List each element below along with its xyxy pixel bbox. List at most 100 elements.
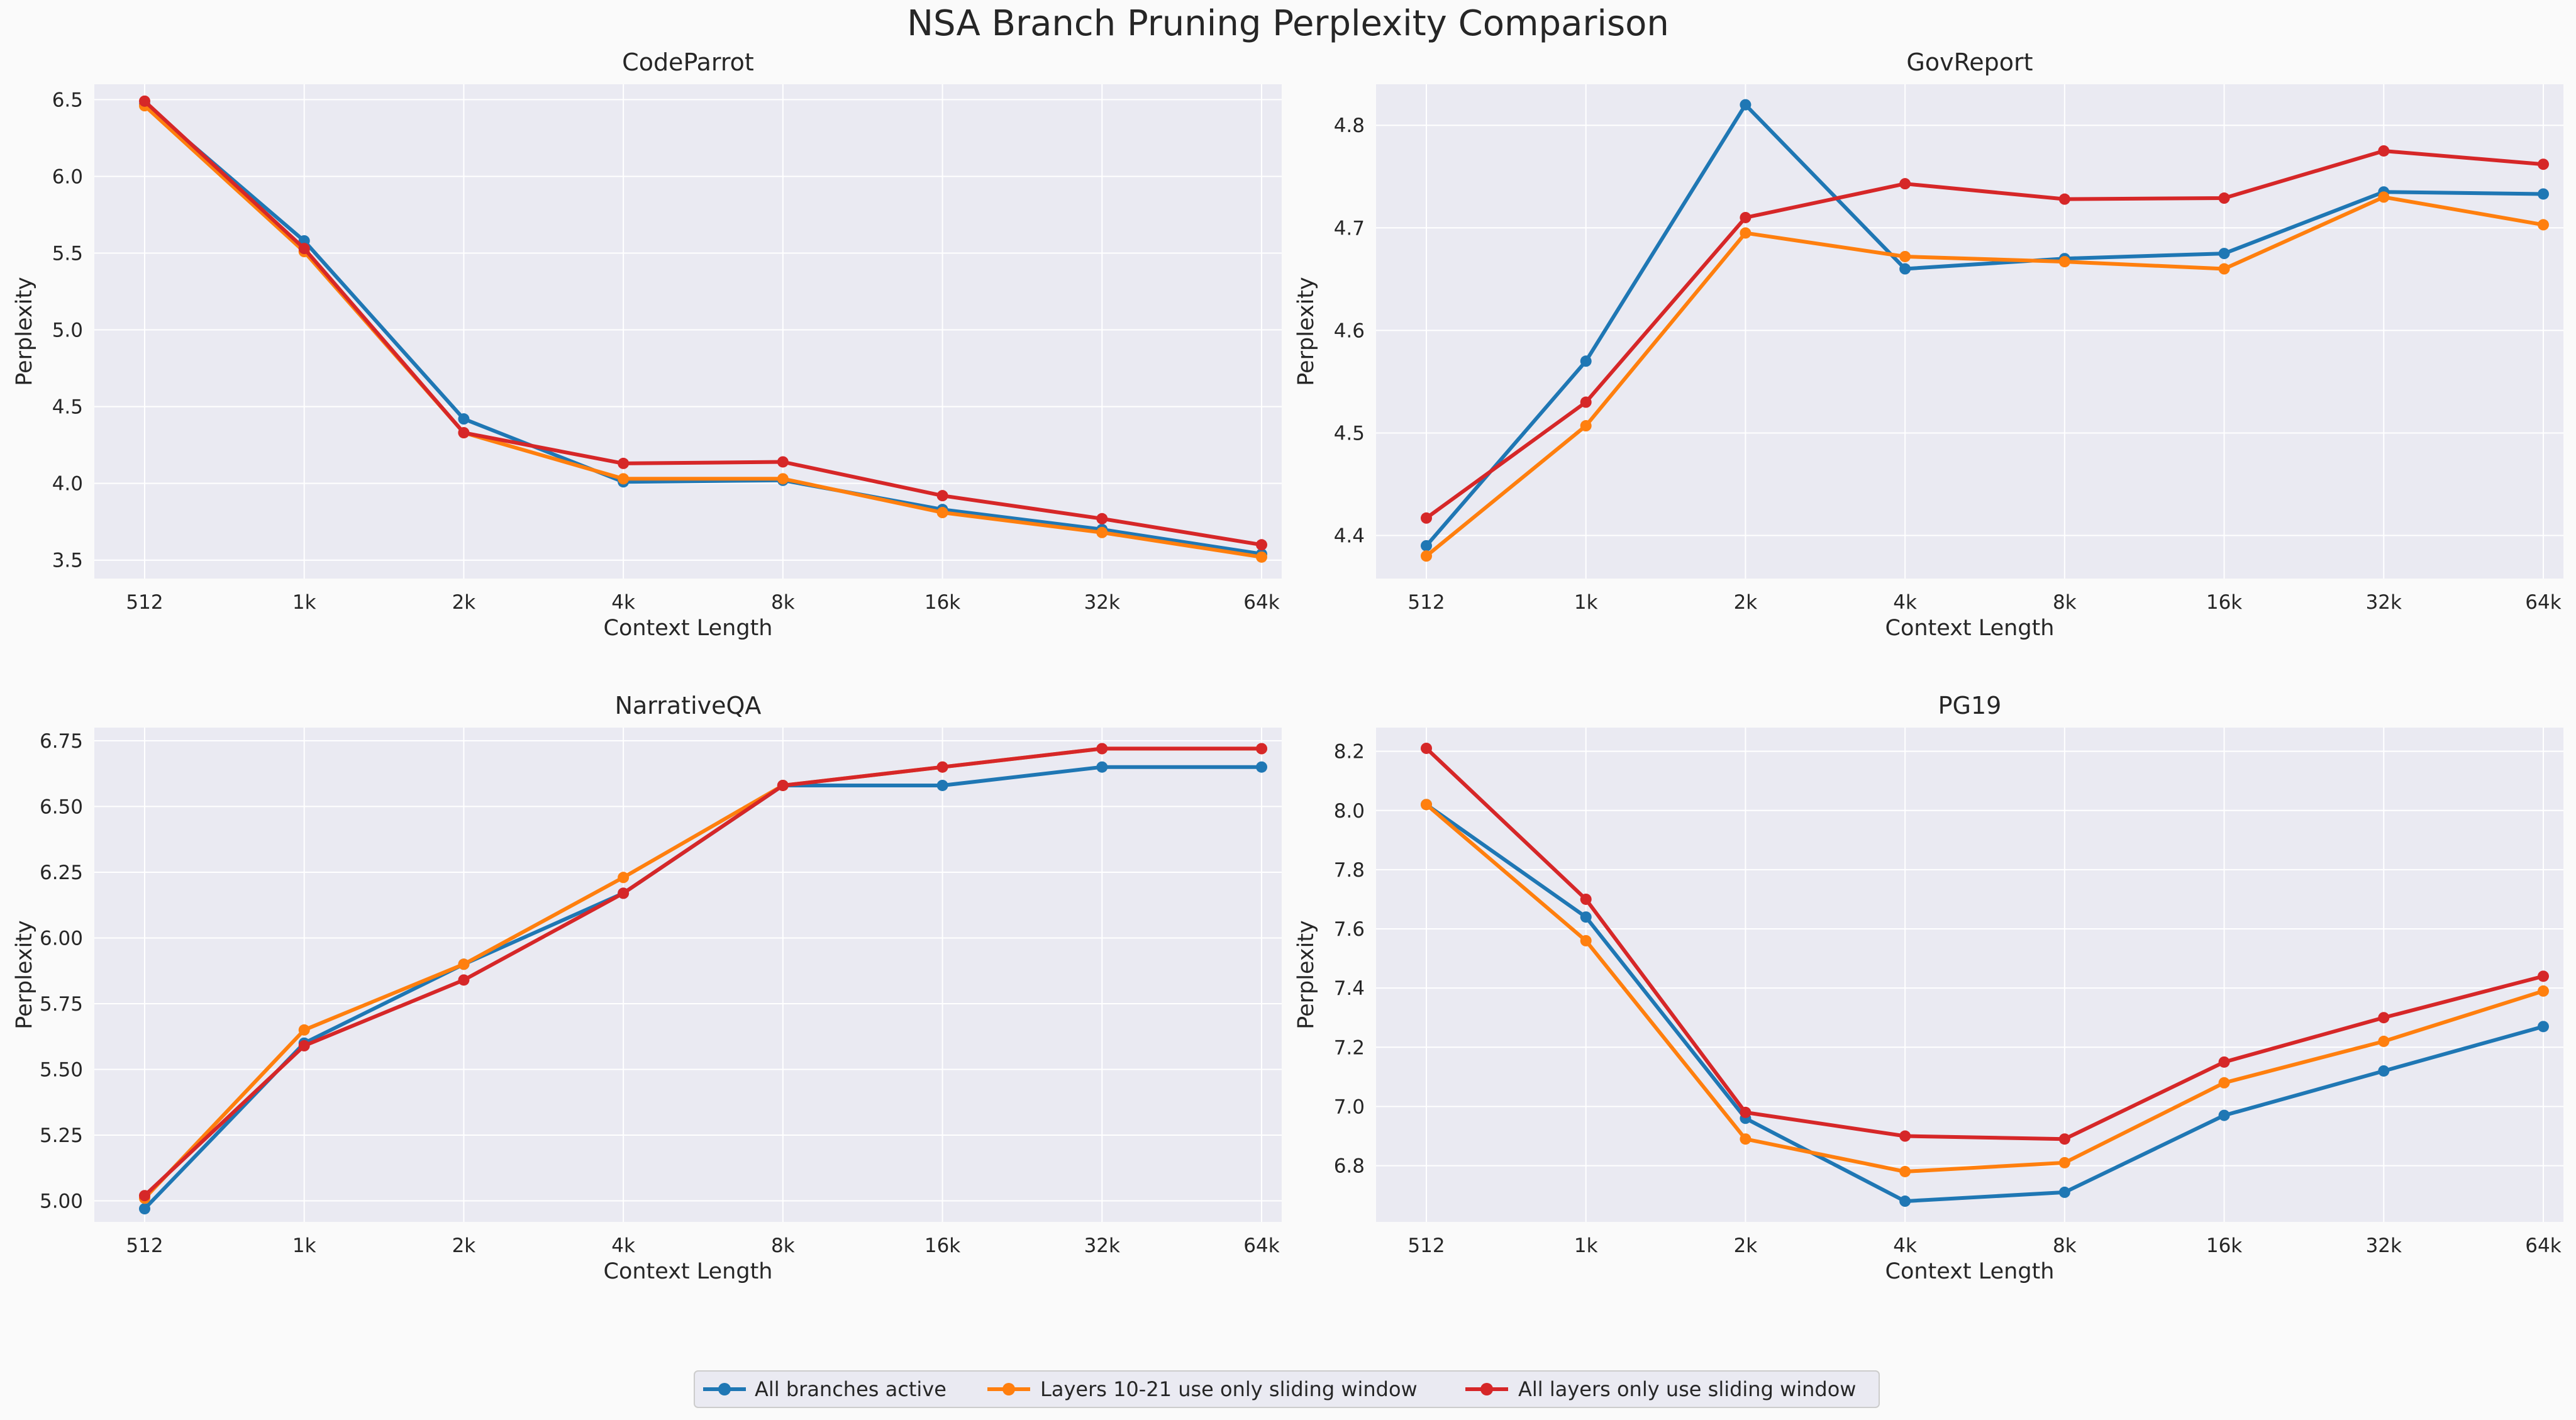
x-tick-label-pg19-7: 64k <box>2525 1234 2561 1257</box>
data-point-codeparrot-layers-10-21-use-only-sliding-window-4 <box>777 473 789 485</box>
data-point-narrativeqa-all-layers-only-use-sliding-window-3 <box>618 887 630 899</box>
data-point-pg19-all-branches-active-6 <box>2378 1065 2390 1077</box>
plot-area-codeparrot <box>94 84 1282 579</box>
data-point-narrativeqa-layers-10-21-use-only-sliding-window-3 <box>618 872 630 884</box>
x-tick-label-narrativeqa-1: 1k <box>292 1234 316 1257</box>
x-tick-label-govreport-1: 1k <box>1574 591 1598 614</box>
y-tick-label-codeparrot-5: 6.0 <box>52 165 83 188</box>
y-tick-label-pg19-0: 6.8 <box>1334 1155 1365 1178</box>
x-tick-label-pg19-4: 8k <box>2053 1234 2077 1257</box>
data-point-govreport-layers-10-21-use-only-sliding-window-3 <box>1899 250 1911 262</box>
legend-item-all-layers-sliding: All layers only use sliding window <box>1465 1377 1856 1401</box>
x-tick-label-narrativeqa-4: 8k <box>771 1234 795 1257</box>
x-tick-label-codeparrot-5: 16k <box>924 591 960 614</box>
data-point-codeparrot-layers-10-21-use-only-sliding-window-3 <box>618 473 630 485</box>
x-tick-label-pg19-3: 4k <box>1893 1234 1917 1257</box>
x-tick-label-codeparrot-0: 512 <box>126 591 163 614</box>
legend: All branches active Layers 10-21 use onl… <box>694 1370 1880 1408</box>
legend-marker-all-branches <box>718 1383 731 1395</box>
x-tick-label-codeparrot-7: 64k <box>1243 591 1279 614</box>
data-point-pg19-layers-10-21-use-only-sliding-window-6 <box>2378 1035 2390 1047</box>
series-line-govreport-all-branches-active <box>1424 103 2545 548</box>
y-tick-label-codeparrot-6: 6.5 <box>52 89 83 111</box>
x-tick-label-narrativeqa-3: 4k <box>611 1234 635 1257</box>
y-tick-label-narrativeqa-2: 5.50 <box>40 1059 83 1082</box>
y-axis-label-govreport: Perplexity <box>1294 277 1319 386</box>
data-point-pg19-all-branches-active-7 <box>2538 1021 2549 1033</box>
panel-title-govreport: GovReport <box>1906 48 2033 76</box>
legend-marker-layers-10-21 <box>1002 1383 1015 1395</box>
data-point-narrativeqa-all-layers-only-use-sliding-window-0 <box>139 1190 150 1202</box>
data-point-pg19-layers-10-21-use-only-sliding-window-3 <box>1899 1165 1911 1177</box>
data-point-narrativeqa-all-layers-only-use-sliding-window-1 <box>298 1040 310 1051</box>
x-tick-label-govreport-6: 32k <box>2366 591 2402 614</box>
data-point-govreport-layers-10-21-use-only-sliding-window-2 <box>1740 227 1752 239</box>
y-tick-label-narrativeqa-7: 6.75 <box>40 730 83 753</box>
series-line-codeparrot-all-layers-only-use-sliding-window <box>143 99 1263 547</box>
y-tick-label-codeparrot-3: 5.0 <box>52 319 83 342</box>
x-tick-label-pg19-2: 2k <box>1734 1234 1758 1257</box>
series-line-pg19-all-layers-only-use-sliding-window <box>1424 746 2545 1141</box>
data-point-govreport-all-layers-only-use-sliding-window-3 <box>1899 178 1911 190</box>
x-tick-label-codeparrot-6: 32k <box>1084 591 1120 614</box>
chart-panels: 3.5 4.0 4.5 5.0 5.5 6.0 6.5 512 1k 2k 4k 8k 16k 32k 64… <box>12 48 2563 1284</box>
y-tick-label-narrativeqa-5: 6.25 <box>40 862 83 884</box>
series-line-codeparrot-all-branches-active <box>143 102 1263 556</box>
y-tick-label-narrativeqa-3: 5.75 <box>40 993 83 1016</box>
x-axis-label-narrativeqa: Context Length <box>604 1259 773 1284</box>
x-tick-label-narrativeqa-7: 64k <box>1243 1234 1279 1257</box>
y-tick-label-pg19-2: 7.2 <box>1334 1036 1365 1059</box>
x-tick-label-pg19-1: 1k <box>1574 1234 1598 1257</box>
y-axis-label-codeparrot: Perplexity <box>12 277 37 386</box>
x-tick-label-govreport-2: 2k <box>1734 591 1758 614</box>
plot-area-govreport <box>1376 84 2563 579</box>
data-point-govreport-all-layers-only-use-sliding-window-5 <box>2218 192 2230 204</box>
x-axis-label-codeparrot: Context Length <box>604 616 773 641</box>
data-point-pg19-all-branches-active-5 <box>2218 1109 2230 1121</box>
data-point-codeparrot-all-layers-only-use-sliding-window-5 <box>936 490 948 502</box>
y-tick-label-govreport-0: 4.4 <box>1334 525 1365 548</box>
data-point-pg19-all-layers-only-use-sliding-window-6 <box>2378 1012 2390 1024</box>
data-point-pg19-all-layers-only-use-sliding-window-1 <box>1580 893 1592 905</box>
x-tick-label-govreport-5: 16k <box>2206 591 2242 614</box>
y-tick-label-pg19-3: 7.4 <box>1334 977 1365 1000</box>
panel-title-codeparrot: CodeParrot <box>622 48 754 76</box>
y-tick-label-codeparrot-2: 4.5 <box>52 396 83 419</box>
data-point-narrativeqa-all-branches-active-6 <box>1096 761 1108 773</box>
y-tick-label-govreport-2: 4.6 <box>1334 319 1365 342</box>
legend-label-layers-10-21: Layers 10-21 use only sliding window <box>1040 1377 1418 1401</box>
data-point-codeparrot-all-layers-only-use-sliding-window-6 <box>1096 513 1108 524</box>
data-point-codeparrot-all-branches-active-2 <box>458 413 470 425</box>
y-tick-label-narrativeqa-0: 5.00 <box>40 1190 83 1213</box>
data-point-govreport-all-branches-active-7 <box>2538 188 2549 200</box>
data-point-narrativeqa-layers-10-21-use-only-sliding-window-2 <box>458 958 470 970</box>
data-point-pg19-layers-10-21-use-only-sliding-window-1 <box>1580 935 1592 946</box>
data-point-codeparrot-layers-10-21-use-only-sliding-window-6 <box>1096 526 1108 538</box>
figure-title: NSA Branch Pruning Perplexity Comparison <box>907 3 1669 44</box>
x-tick-label-govreport-0: 512 <box>1407 591 1445 614</box>
x-tick-label-codeparrot-3: 4k <box>611 591 635 614</box>
data-point-govreport-layers-10-21-use-only-sliding-window-7 <box>2538 219 2549 231</box>
panel-title-pg19: PG19 <box>1938 692 2002 719</box>
x-tick-label-narrativeqa-6: 32k <box>1084 1234 1120 1257</box>
y-axis-label-narrativeqa: Perplexity <box>12 920 37 1029</box>
data-point-codeparrot-all-layers-only-use-sliding-window-0 <box>139 95 150 107</box>
data-point-codeparrot-layers-10-21-use-only-sliding-window-5 <box>936 507 948 519</box>
y-tick-label-pg19-6: 8.0 <box>1334 800 1365 823</box>
legend-frame <box>694 1370 1880 1408</box>
data-point-narrativeqa-layers-10-21-use-only-sliding-window-1 <box>298 1024 310 1036</box>
data-point-pg19-layers-10-21-use-only-sliding-window-5 <box>2218 1077 2230 1089</box>
data-point-codeparrot-all-layers-only-use-sliding-window-7 <box>1256 539 1267 551</box>
panel-narrativeqa: 5.00 5.25 5.50 5.75 6.00 6.25 6.50 6.75 512 1k 2k 4… <box>12 692 1282 1284</box>
series-line-govreport-all-layers-only-use-sliding-window <box>1424 149 2545 520</box>
data-point-govreport-layers-10-21-use-only-sliding-window-1 <box>1580 420 1592 432</box>
data-point-codeparrot-all-layers-only-use-sliding-window-2 <box>458 427 470 439</box>
data-point-pg19-all-layers-only-use-sliding-window-7 <box>2538 970 2549 982</box>
data-point-govreport-all-branches-active-3 <box>1899 263 1911 275</box>
x-tick-label-pg19-5: 16k <box>2206 1234 2242 1257</box>
data-point-narrativeqa-all-branches-active-0 <box>139 1203 150 1215</box>
series-line-narrativeqa-all-layers-only-use-sliding-window <box>143 746 1263 1198</box>
data-point-codeparrot-all-layers-only-use-sliding-window-4 <box>777 456 789 468</box>
data-point-govreport-all-layers-only-use-sliding-window-1 <box>1580 396 1592 408</box>
x-tick-label-narrativeqa-5: 16k <box>924 1234 960 1257</box>
